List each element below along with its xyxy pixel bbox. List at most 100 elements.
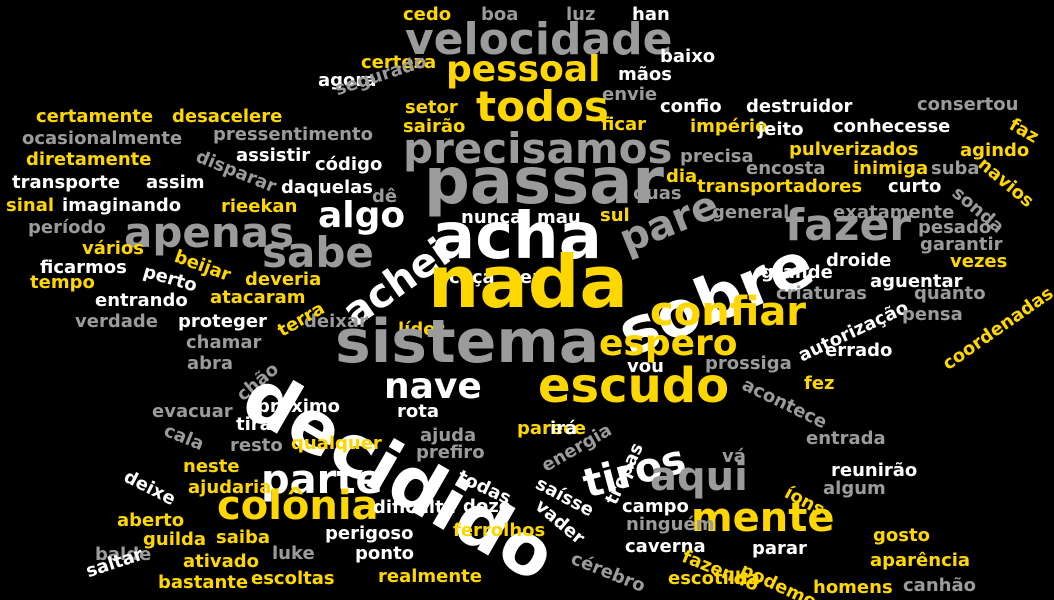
word-tempo: tempo — [30, 272, 95, 293]
word-precisa: precisa — [680, 146, 754, 167]
word-espero: espero — [599, 323, 738, 364]
word-doze: doze — [463, 496, 511, 517]
word-quanto: quanto — [914, 283, 986, 304]
word-assim: assim — [146, 172, 205, 193]
word-certamente: certamente — [36, 106, 154, 127]
word-sabe: sabe — [262, 228, 374, 277]
word-va: vá — [722, 446, 746, 467]
word-sul: sul — [600, 205, 630, 226]
word-precisamos: precisamos — [403, 124, 673, 173]
word-perigoso: perigoso — [325, 523, 414, 544]
word-diretamente: diretamente — [26, 149, 152, 170]
word-duas: duas — [633, 183, 682, 204]
word-saltar: saltar — [83, 543, 146, 583]
word-nunca: nunca — [461, 207, 523, 228]
word-encosta: encosta — [746, 158, 826, 179]
word-verdade: verdade — [75, 311, 158, 332]
word-campo: campo — [622, 496, 689, 517]
word-transporte: transporte — [12, 172, 121, 193]
word-caverna: caverna — [625, 536, 706, 557]
word-entrada: entrada — [806, 428, 886, 449]
word-reunirao: reunirão — [831, 460, 918, 481]
word-resto: resto — [230, 435, 283, 456]
word-canhao: canhão — [903, 575, 976, 596]
word-parte: parte — [261, 457, 383, 503]
word-dia: dia — [666, 166, 698, 187]
word-escotilha: escotilha — [668, 568, 760, 589]
word-aqui: aqui — [650, 454, 748, 500]
word-rieekan: rieekan — [221, 196, 298, 217]
word-nave: nave — [384, 366, 482, 407]
word-ponto: ponto — [355, 543, 415, 564]
word-curto: curto — [888, 176, 942, 197]
word-cedo: cedo — [403, 4, 452, 25]
word-qualquer: qualquer — [291, 433, 382, 454]
word-agindo: agindo — [960, 140, 1030, 161]
word-parece: parece — [517, 418, 586, 439]
word-luz: luz — [566, 4, 596, 25]
word-escudo: escudo — [538, 358, 730, 414]
word-consertou: consertou — [917, 94, 1019, 115]
word-pressentimento: pressentimento — [213, 124, 373, 145]
word-varios: vários — [82, 238, 145, 259]
word-inimiga: inimiga — [853, 158, 929, 179]
word-agora: agora — [318, 70, 377, 91]
word-fazer: fazer — [785, 200, 911, 251]
word-vou: vou — [627, 356, 664, 377]
word-maos: mãos — [618, 64, 672, 85]
word-evacuar: evacuar — [152, 401, 233, 422]
word-realmente: realmente — [378, 566, 482, 587]
word-criaturas: criaturas — [776, 283, 868, 304]
word-guilda: guilda — [143, 529, 207, 550]
word-jeito: jeito — [758, 119, 804, 140]
word-assistir: assistir — [236, 145, 311, 166]
word-daquelas: daquelas — [281, 177, 373, 198]
word-sinal: sinal — [6, 195, 55, 216]
word-pulverizados: pulverizados — [789, 139, 919, 160]
word-sistema: sistema — [335, 307, 600, 377]
word-todos: todos — [476, 82, 609, 131]
word-han: han — [632, 4, 670, 25]
word-ajudaria: ajudaria — [188, 477, 272, 498]
word-deixe: deixe — [120, 466, 179, 510]
word-sairao: sairão — [403, 116, 466, 137]
word-confio: confio — [660, 96, 722, 117]
word-certeza: certeza — [361, 52, 437, 73]
word-algo: algo — [318, 195, 406, 236]
word-pesado: pesado — [918, 217, 992, 238]
word-exatamente: exatamente — [833, 202, 955, 223]
word-garantir: garantir — [920, 234, 1003, 255]
word-imaginando: imaginando — [62, 195, 182, 216]
word-proximo: próximo — [257, 396, 341, 417]
word-dificulta: dificulta — [373, 497, 456, 518]
word-deveria: deveria — [245, 269, 322, 290]
word-ver: ver — [508, 267, 541, 288]
word-ferrolhos: ferrolhos — [453, 520, 546, 541]
word-abra: abra — [187, 353, 234, 374]
word-luke: luke — [272, 543, 315, 564]
word-pensa: pensa — [902, 304, 963, 325]
word-aguentar: aguentar — [870, 271, 963, 292]
word-algum: algum — [823, 478, 886, 499]
word-confiar: confiar — [650, 289, 807, 335]
word-nada: nada — [428, 240, 628, 324]
word-acha: acha — [432, 200, 602, 274]
word-aberto: aberto — [117, 510, 185, 531]
word-aparencia: aparência — [870, 550, 971, 571]
word-ficarmos: ficarmos — [40, 257, 127, 278]
word-droide: droide — [826, 250, 892, 271]
word-entrando: entrando — [95, 290, 188, 311]
word-balde: balde — [95, 544, 152, 565]
word-vezes: vezes — [950, 251, 1008, 272]
word-ficar: ficar — [601, 114, 647, 135]
word-transportadores: transportadores — [697, 176, 863, 197]
word-parar: parar — [752, 538, 807, 559]
word-ocasionalmente: ocasionalmente — [22, 128, 183, 149]
word-grande: grande — [761, 262, 833, 283]
word-prossiga: prossiga — [705, 353, 792, 374]
word-ira: irá — [550, 418, 578, 439]
word-chamar: chamar — [186, 332, 262, 353]
word-deixar: deixar — [304, 311, 368, 332]
word-colonia: colônia — [217, 483, 379, 529]
word-mente: mente — [691, 495, 835, 541]
